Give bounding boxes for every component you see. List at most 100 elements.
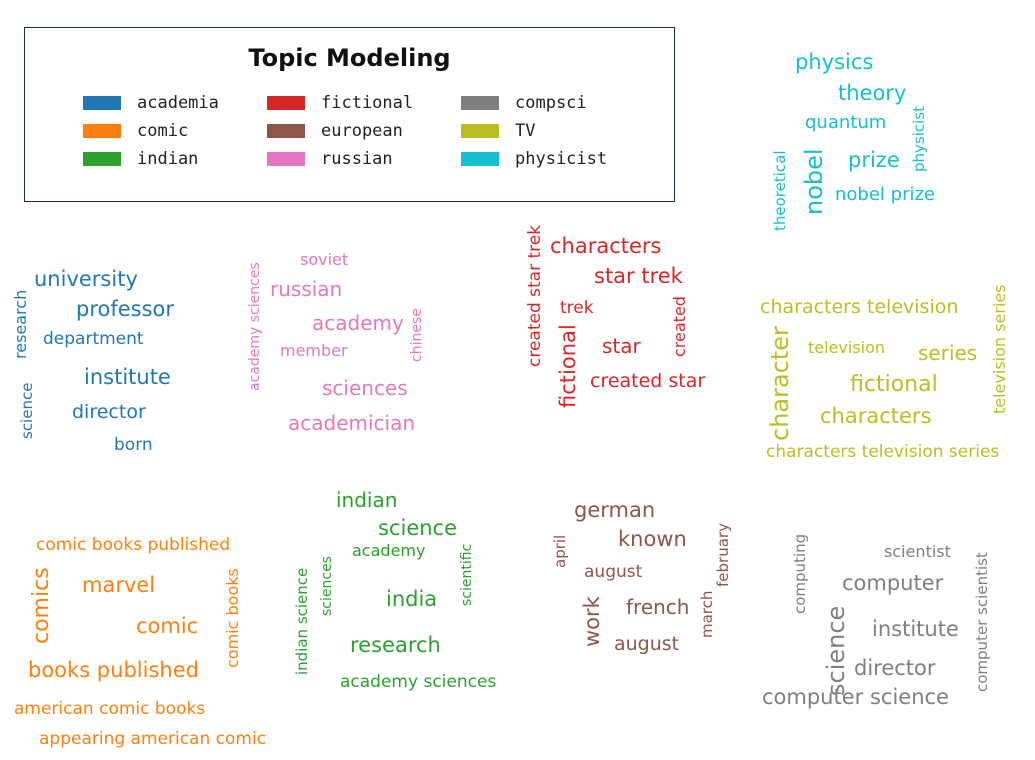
legend-swatch — [461, 124, 499, 138]
cloud-word: department — [43, 329, 144, 349]
cloud-word: institute — [84, 365, 171, 389]
cloud-word: april — [551, 534, 569, 568]
cloud-word: television series — [990, 284, 1009, 415]
cloud-word: computer — [842, 571, 944, 595]
legend-label: compsci — [515, 93, 587, 113]
cloud-word: comic books published — [36, 535, 231, 555]
legend-item-compsci: compsci — [461, 92, 587, 114]
cloud-word: created star — [590, 370, 706, 392]
cloud-word: star — [602, 334, 641, 358]
cloud-word: science — [378, 516, 458, 540]
cloud-word: professor — [76, 297, 175, 321]
legend-item-indian: indian — [83, 148, 198, 170]
cloud-word: television — [808, 338, 886, 357]
cloud-word: american comic books — [14, 699, 206, 719]
cloud-word: fictional — [556, 324, 580, 408]
legend-swatch — [83, 124, 121, 138]
cloud-word: academy sciences — [247, 262, 263, 391]
cloud-word: prize — [848, 148, 900, 172]
cloud-word: characters television series — [766, 442, 1000, 462]
cloud-word: character — [766, 326, 794, 441]
cloud-word: books published — [28, 658, 199, 682]
legend-label: academia — [137, 93, 219, 113]
cloud-word: russian — [270, 277, 343, 301]
legend-swatch — [267, 124, 305, 138]
cloud-word: comics — [29, 567, 54, 644]
cloud-word: trek — [560, 298, 594, 318]
cloud-word: characters — [550, 234, 662, 258]
cloud-word: sciences — [319, 556, 335, 616]
cloud-word: fictional — [850, 372, 938, 397]
cloud-word: february — [714, 523, 732, 587]
legend-item-russian: russian — [267, 148, 393, 170]
legend-swatch — [83, 152, 121, 166]
cloud-word: indian — [336, 488, 398, 512]
cloud-word: comic — [136, 614, 199, 638]
cloud-word: nobel — [800, 148, 828, 215]
cloud-word: science — [18, 382, 36, 439]
cloud-word: french — [626, 595, 690, 619]
cloud-word: director — [72, 401, 146, 423]
cloud-word: series — [918, 341, 978, 365]
cloud-word: august — [614, 633, 680, 655]
cloud-word: created star trek — [525, 224, 545, 367]
legend-title: Topic Modeling — [248, 44, 451, 72]
cloud-word: academy — [352, 541, 426, 560]
cloud-word: nobel prize — [835, 184, 935, 205]
cloud-word: scientific — [459, 543, 475, 606]
cloud-word: research — [11, 289, 30, 359]
cloud-word: computer science — [762, 685, 949, 709]
cloud-word: academy sciences — [340, 672, 497, 692]
cloud-word: india — [386, 587, 438, 611]
legend-label: fictional — [321, 93, 414, 113]
legend-item-tv: TV — [461, 120, 535, 142]
cloud-word: academy — [312, 311, 404, 335]
legend-swatch — [267, 152, 305, 166]
legend-label: european — [321, 121, 403, 141]
cloud-word: sciences — [322, 376, 408, 400]
legend-label: indian — [137, 149, 199, 169]
cloud-word: star trek — [594, 264, 683, 288]
cloud-word: computing — [791, 533, 809, 614]
cloud-word: theory — [838, 81, 907, 105]
cloud-word: theoretical — [771, 150, 789, 231]
legend-label: comic — [137, 121, 189, 141]
legend-item-academia: academia — [83, 92, 219, 114]
cloud-word: march — [698, 590, 716, 638]
legend-label: physicist — [515, 149, 608, 169]
cloud-word: institute — [872, 617, 959, 641]
legend-swatch — [83, 96, 121, 110]
cloud-word: science — [822, 605, 850, 696]
cloud-word: academician — [288, 411, 416, 435]
cloud-word: soviet — [300, 250, 349, 269]
cloud-word: marvel — [82, 573, 156, 597]
cloud-word: work — [580, 596, 604, 647]
cloud-word: university — [34, 267, 138, 291]
cloud-word: born — [114, 435, 153, 455]
cloud-word: computer scientist — [973, 552, 991, 692]
cloud-word: member — [280, 341, 348, 360]
cloud-word: appearing american comic — [39, 729, 267, 749]
cloud-word: august — [584, 562, 643, 582]
cloud-word: characters — [820, 404, 932, 428]
cloud-word: characters television — [760, 296, 959, 318]
cloud-word: quantum — [805, 112, 887, 133]
legend-swatch — [461, 96, 499, 110]
cloud-word: comic books — [223, 568, 242, 668]
cloud-word: chinese — [409, 308, 425, 362]
legend-item-fictional: fictional — [267, 92, 413, 114]
legend-swatch — [461, 152, 499, 166]
cloud-word: research — [350, 633, 441, 657]
cloud-word: indian science — [293, 567, 311, 675]
legend-item-european: european — [267, 120, 403, 142]
cloud-word: physicist — [910, 106, 928, 172]
legend-item-comic: comic — [83, 120, 188, 142]
cloud-word: german — [574, 498, 656, 522]
cloud-word: director — [854, 656, 936, 680]
legend-swatch — [267, 96, 305, 110]
legend-item-physicist: physicist — [461, 148, 607, 170]
cloud-word: created — [670, 296, 689, 357]
legend-label: TV — [515, 121, 536, 141]
legend-label: russian — [321, 149, 393, 169]
